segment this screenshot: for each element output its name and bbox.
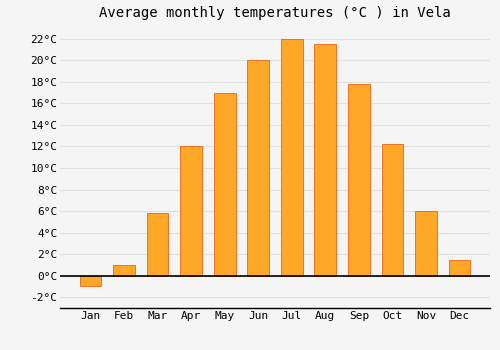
Bar <box>415 211 437 276</box>
Bar <box>448 260 470 276</box>
Bar <box>382 144 404 276</box>
Bar <box>180 146 202 276</box>
Bar <box>314 44 336 276</box>
Bar <box>348 84 370 276</box>
Bar <box>146 213 169 276</box>
Bar <box>80 276 102 286</box>
Bar <box>281 39 302 276</box>
Bar <box>113 265 135 276</box>
Bar <box>248 60 269 276</box>
Title: Average monthly temperatures (°C ) in Vela: Average monthly temperatures (°C ) in Ve… <box>99 6 451 20</box>
Bar <box>214 93 236 276</box>
